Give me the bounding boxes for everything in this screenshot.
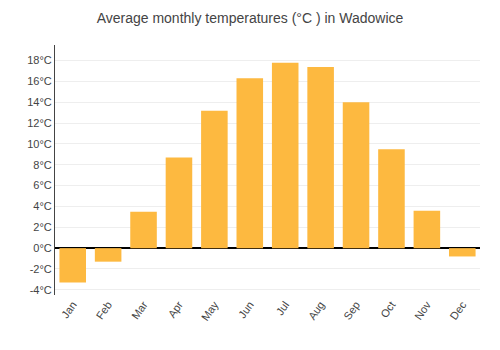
- svg-text:4°C: 4°C: [33, 200, 52, 212]
- svg-text:Oct: Oct: [378, 299, 398, 320]
- svg-text:May: May: [199, 299, 221, 323]
- svg-text:0°C: 0°C: [33, 242, 52, 254]
- svg-text:-4°C: -4°C: [30, 284, 52, 296]
- svg-text:12°C: 12°C: [27, 117, 52, 129]
- svg-text:Jul: Jul: [273, 299, 291, 317]
- svg-text:-2°C: -2°C: [30, 263, 52, 275]
- svg-text:8°C: 8°C: [33, 159, 52, 171]
- svg-text:2°C: 2°C: [33, 221, 52, 233]
- svg-text:Mar: Mar: [129, 299, 150, 322]
- svg-text:18°C: 18°C: [27, 54, 52, 66]
- svg-text:Jun: Jun: [236, 299, 256, 320]
- svg-text:Nov: Nov: [412, 299, 433, 322]
- svg-text:16°C: 16°C: [27, 75, 52, 87]
- svg-text:Jan: Jan: [59, 299, 79, 320]
- svg-text:6°C: 6°C: [33, 179, 52, 191]
- svg-text:Average monthly temperatures (: Average monthly temperatures (°C ) in Wa…: [97, 10, 404, 26]
- svg-text:Dec: Dec: [447, 299, 468, 322]
- svg-text:10°C: 10°C: [27, 138, 52, 150]
- svg-text:Feb: Feb: [94, 299, 115, 321]
- svg-text:Sep: Sep: [341, 299, 362, 322]
- svg-text:14°C: 14°C: [27, 96, 52, 108]
- svg-text:Aug: Aug: [306, 299, 327, 322]
- svg-text:Apr: Apr: [165, 299, 185, 320]
